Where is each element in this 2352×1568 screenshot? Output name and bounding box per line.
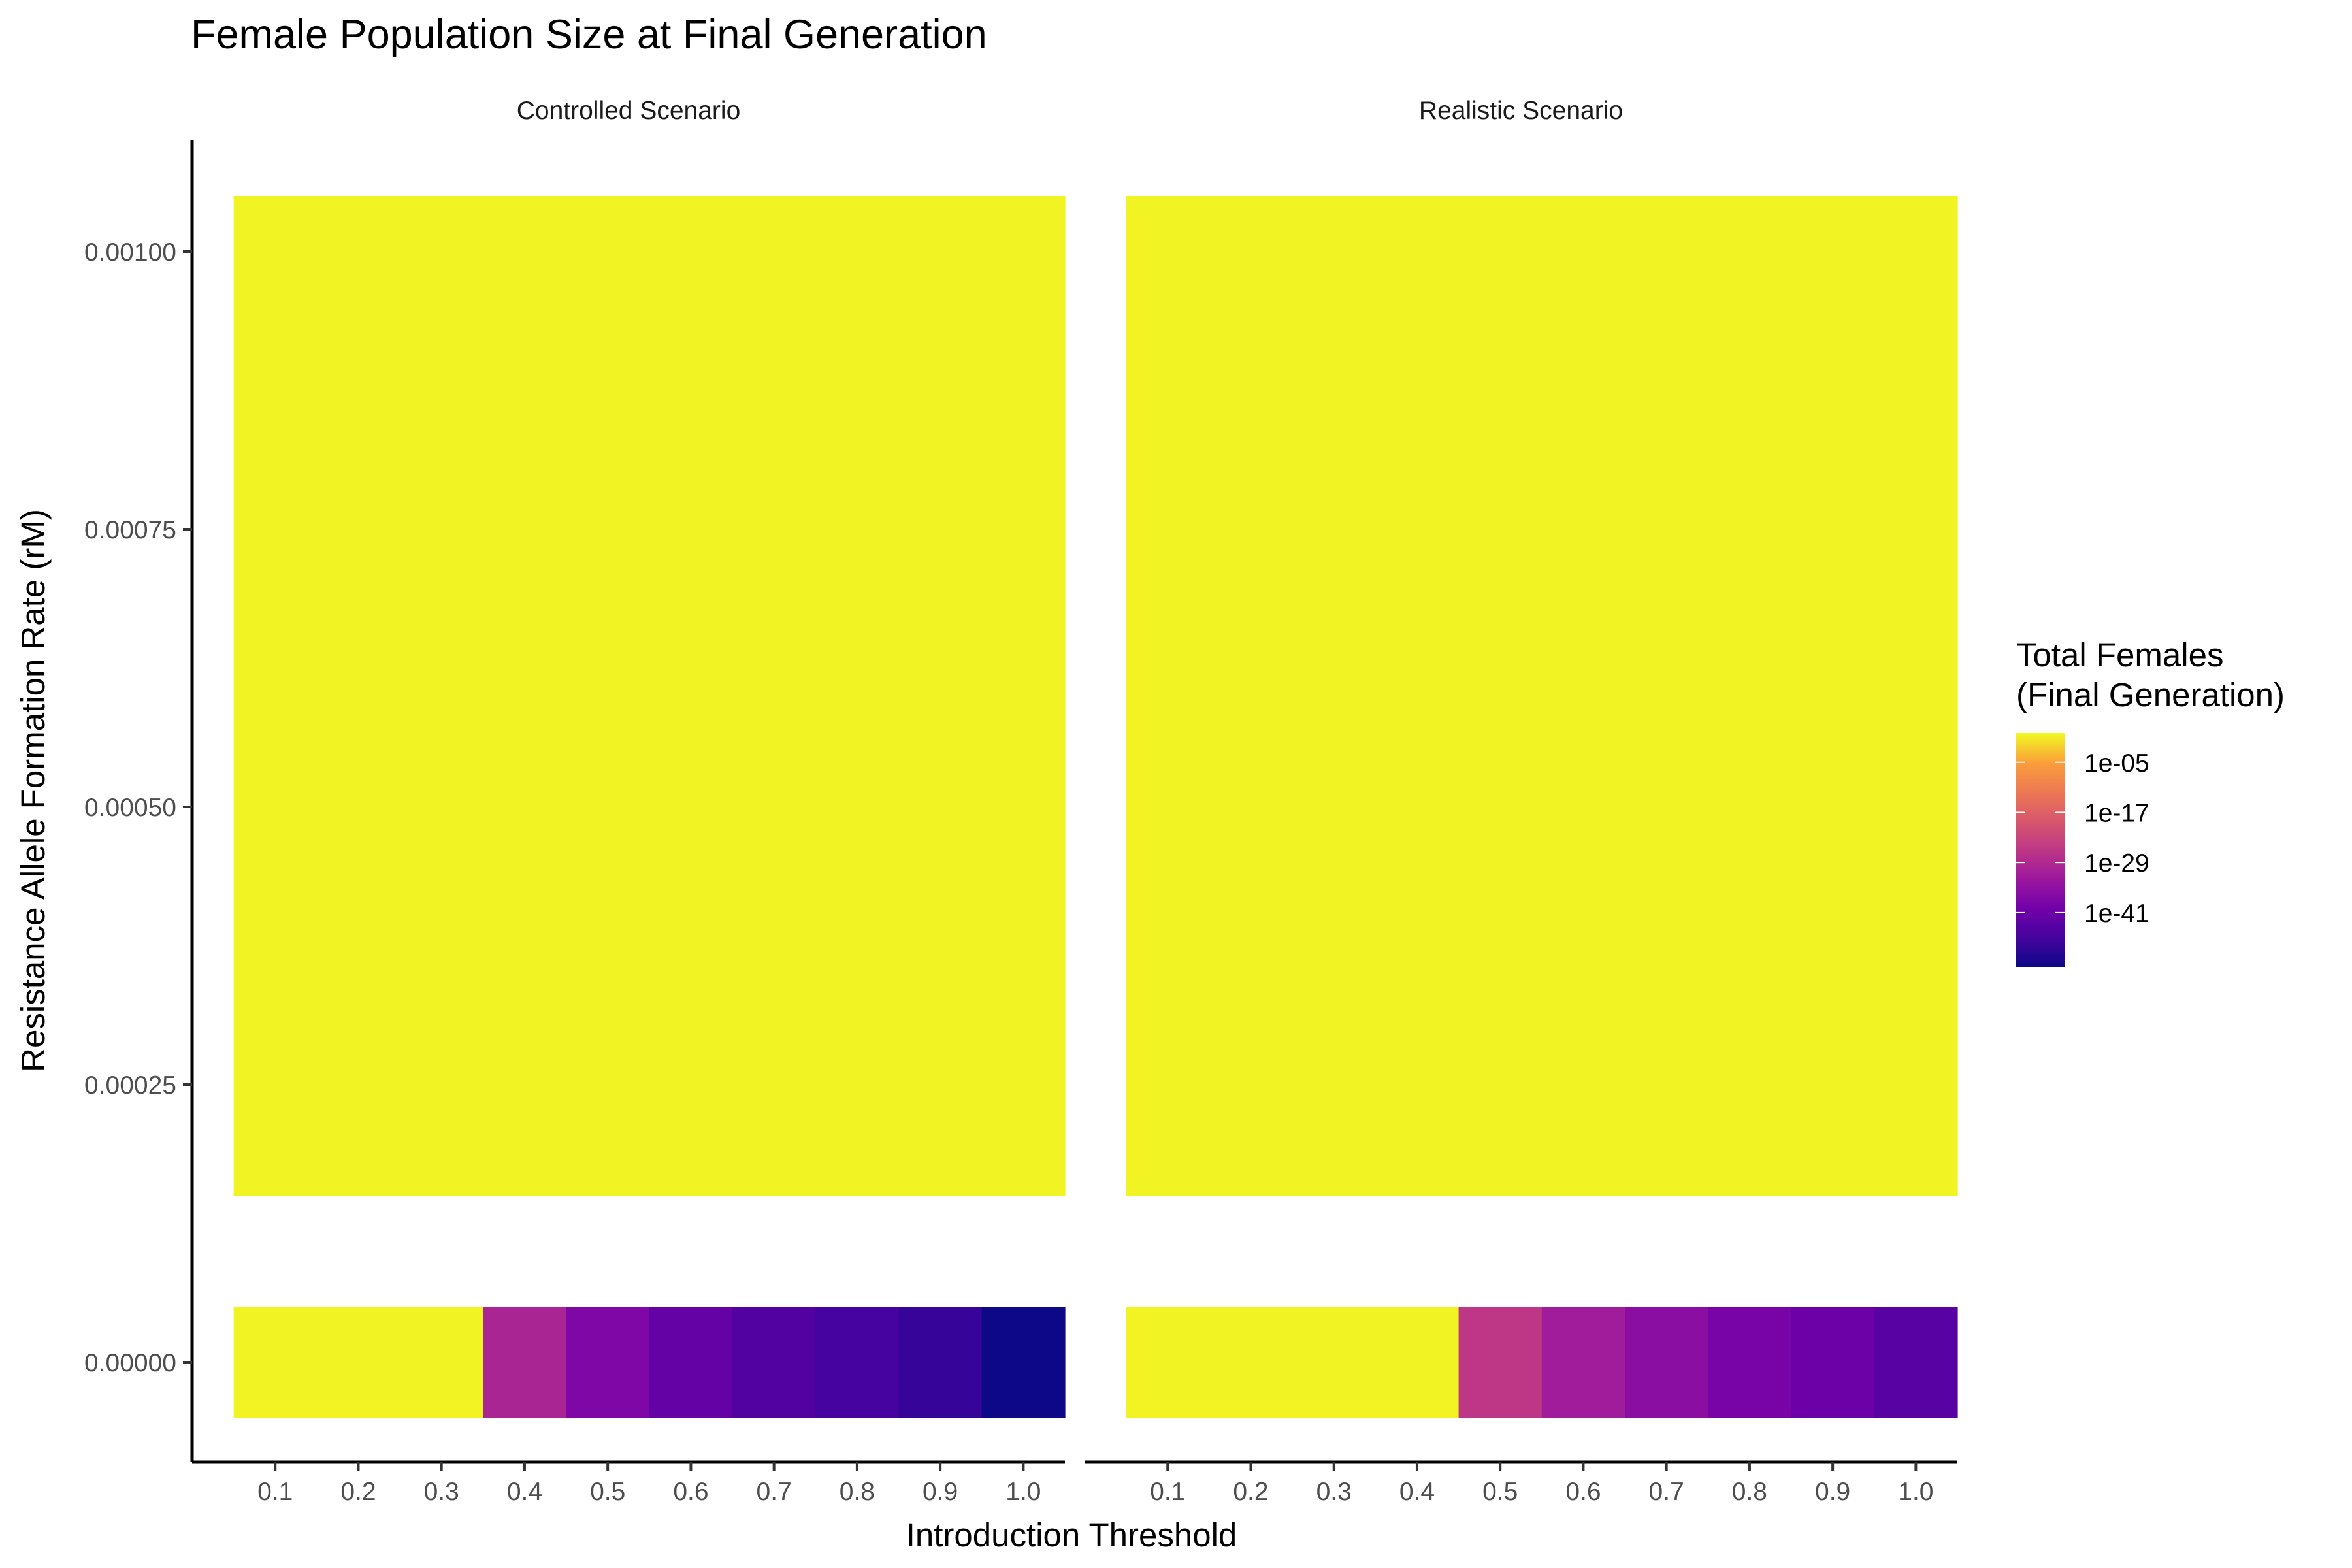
- y-tick-label: 0.00050: [84, 794, 176, 822]
- y-tick-label: 0.00075: [84, 516, 176, 544]
- y-tick-label: 0.00025: [84, 1071, 176, 1100]
- legend-title-line-2: (Final Generation): [2016, 676, 2285, 713]
- heatmap-tile: [815, 196, 900, 1196]
- x-tick-label: 0.8: [840, 1478, 875, 1506]
- heatmap-tile: [1625, 1307, 1708, 1418]
- x-tick-label: 0.5: [1482, 1478, 1518, 1506]
- legend-tick-label: 1e-05: [2084, 749, 2149, 777]
- heatmap-tile: [1126, 1307, 1210, 1418]
- facet-panel: Controlled Scenario 0.1 0.2 0.3 0.4 0.5 0.6 0.7…: [192, 97, 1066, 1506]
- heatmap-tile: [483, 1307, 567, 1418]
- heatmap-tile: [400, 196, 483, 1196]
- heatmap-tile: [732, 1307, 816, 1418]
- y-axis: 0.00000 0.00025 0.00050 0.00075 0.00100: [84, 140, 194, 1462]
- heatmap-tile: [233, 1307, 318, 1418]
- legend-colorbar: [2016, 733, 2065, 967]
- heatmap-tile: [233, 196, 318, 1196]
- y-axis-label: Resistance Allele Formation Rate (rM): [14, 509, 52, 1072]
- heatmap-tile: [981, 196, 1066, 1196]
- heatmap-tile: [1791, 196, 1875, 1196]
- heatmap-tile: [1625, 196, 1708, 1196]
- facet-panel: Realistic Scenario 0.1 0.2 0.3 0.4 0.5 0.6 0.7 0…: [1085, 97, 1958, 1506]
- heatmap-tile: [1209, 1307, 1293, 1418]
- x-tick-label: 0.7: [1649, 1478, 1684, 1506]
- x-tick-label: 0.5: [590, 1478, 625, 1506]
- heatmap-tile: [483, 196, 567, 1196]
- heatmap-tile: [1708, 196, 1792, 1196]
- x-tick-label: 0.1: [257, 1478, 293, 1506]
- x-tick-label: 0.4: [1399, 1478, 1435, 1506]
- heatmap-tile: [400, 1307, 483, 1418]
- heatmap-tile: [1458, 196, 1543, 1196]
- x-tick-label: 0.8: [1732, 1478, 1767, 1506]
- heatmap-tile: [1874, 1307, 1958, 1418]
- x-tick-label: 0.4: [507, 1478, 542, 1506]
- heatmap-tile: [732, 196, 816, 1196]
- facet-panels: Controlled Scenario 0.1 0.2 0.3 0.4 0.5 0.6 0.7…: [84, 97, 1958, 1506]
- heatmap-tile: [649, 1307, 733, 1418]
- y-tick-label: 0.00000: [84, 1349, 176, 1377]
- x-tick-label: 0.2: [340, 1478, 376, 1506]
- color-legend: Total Females (Final Generation) 1e-051e…: [2016, 636, 2285, 967]
- x-tick-label: 0.9: [923, 1478, 958, 1506]
- heatmap-tile: [1874, 196, 1958, 1196]
- heatmap-tile: [1541, 196, 1625, 1196]
- heatmap-tile: [1791, 1307, 1875, 1418]
- x-tick-label: 0.2: [1233, 1478, 1268, 1506]
- heatmap-tile: [649, 196, 733, 1196]
- legend-ticks: 1e-05 1e-17 1e-29 1e-41: [2016, 749, 2149, 928]
- facet-strip-label: Realistic Scenario: [1419, 97, 1623, 125]
- heatmap-tile: [316, 196, 400, 1196]
- x-tick-label: 0.6: [1565, 1478, 1601, 1506]
- heatmap-tile: [898, 196, 983, 1196]
- heatmap-tile: [1375, 1307, 1460, 1418]
- heatmap-tile: [316, 1307, 400, 1418]
- heatmap-tile: [1541, 1307, 1625, 1418]
- chart-title: Female Population Size at Final Generati…: [191, 12, 987, 57]
- legend-tick-label: 1e-29: [2084, 849, 2149, 877]
- heatmap-tile: [815, 1307, 900, 1418]
- x-tick-label: 0.7: [757, 1478, 792, 1506]
- x-tick-label: 0.1: [1150, 1478, 1185, 1506]
- heatmap-tile: [566, 196, 650, 1196]
- heatmap-tile: [1292, 196, 1376, 1196]
- legend-tick-label: 1e-17: [2084, 799, 2149, 827]
- heatmap-tile: [981, 1307, 1066, 1418]
- heatmap-tile: [1708, 1307, 1792, 1418]
- heatmap-tile: [898, 1307, 983, 1418]
- heatmap-tile: [1375, 196, 1460, 1196]
- x-tick-label: 0.6: [673, 1478, 708, 1506]
- heatmap-tile: [1458, 1307, 1543, 1418]
- heatmap-tile: [566, 1307, 650, 1418]
- heatmap-tile: [1209, 196, 1293, 1196]
- heatmap-tile: [1292, 1307, 1376, 1418]
- legend-title-line-1: Total Females: [2016, 636, 2223, 674]
- facet-strip-label: Controlled Scenario: [517, 97, 741, 125]
- x-tick-label: 1.0: [1005, 1478, 1041, 1506]
- heatmap-tile: [1126, 196, 1210, 1196]
- x-tick-label: 0.3: [1316, 1478, 1352, 1506]
- x-axis-label: Introduction Threshold: [906, 1516, 1237, 1554]
- x-tick-label: 0.9: [1815, 1478, 1850, 1506]
- x-tick-label: 0.3: [424, 1478, 459, 1506]
- x-tick-label: 1.0: [1898, 1478, 1933, 1506]
- legend-tick-label: 1e-41: [2084, 900, 2149, 928]
- y-tick-label: 0.00100: [84, 238, 176, 267]
